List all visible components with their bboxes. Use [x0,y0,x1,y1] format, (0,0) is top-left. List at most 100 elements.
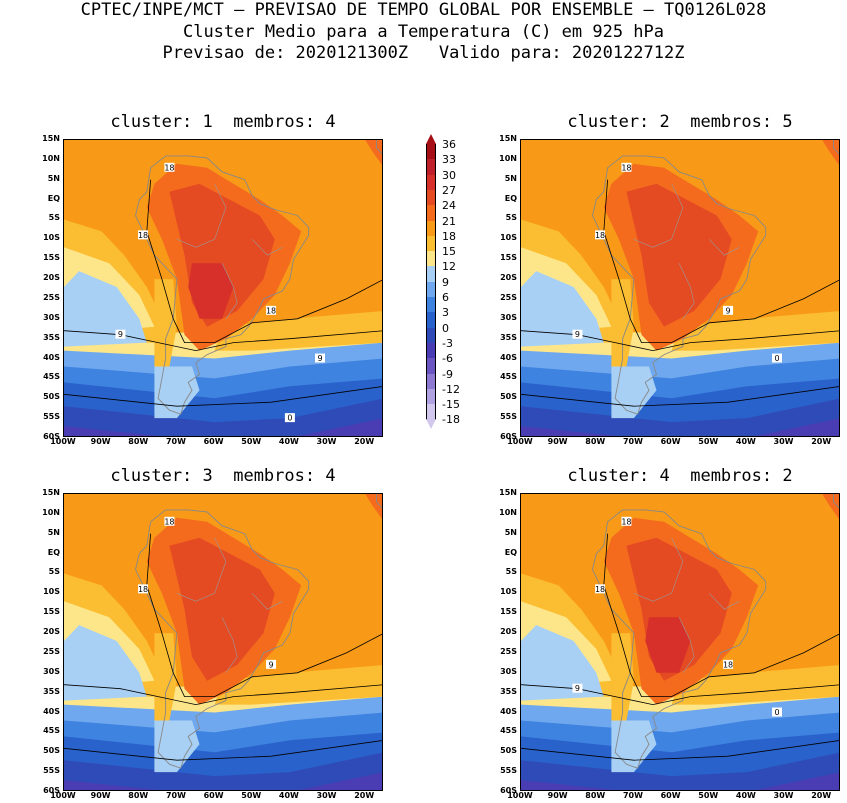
contour-9 [64,684,382,706]
lat-tick-label: 15S [43,607,60,617]
colorbar-label: 33 [442,153,456,167]
lon-tick-label: 20W [354,437,375,446]
colorbar-segment [426,373,436,390]
lat-tick-label: 25S [500,292,517,302]
map-panel-4: 18 18 18 9 0 [520,493,840,791]
lat-tick-label: 10S [500,233,517,243]
contour-label-box [723,659,734,669]
lon-tick-label: 50W [241,791,262,800]
lon-tick-label: 90W [547,791,568,800]
colorbar-segment [426,189,436,206]
lon-tick-label: 20W [811,437,832,446]
lat-tick-label: 50S [43,392,60,402]
lat-tick-label: 50S [500,746,517,756]
africa-coastline [833,494,839,509]
contour-18 [603,533,839,698]
colorbar-segment [426,144,436,160]
border-line [678,263,695,319]
border-line [251,239,283,256]
coastline [135,509,310,769]
colorbar-segment [426,205,436,221]
lat-tick-label: 35S [500,686,517,696]
lat-tick-label: 10N [499,153,517,163]
coastline [592,509,767,769]
lon-tick-label: 80W [585,437,606,446]
colorbar-label: 30 [442,168,456,182]
lon-tick-label: 60W [203,791,224,800]
lat-tick-label: EQ [504,193,517,203]
lat-tick-label: 15N [499,134,517,143]
coastline [135,155,310,415]
lat-tick-label: 45S [43,372,60,382]
border-line [633,537,684,602]
lat-tick-label: 10N [42,153,60,163]
africa-heat [365,140,382,165]
border-line [221,617,238,673]
lat-tick-label: 10S [43,587,60,597]
contour-label: 18 [164,517,174,526]
contour-18 [603,179,839,344]
lat-tick-label: 35S [43,332,60,342]
africa-coastline [376,494,382,509]
contour-label-box [138,230,149,240]
map-panel-2: 18 18 9 9 0 [520,139,840,437]
contour-label: 9 [118,330,123,339]
pacific-12 [64,625,147,701]
band-minus-3 [521,772,839,790]
contour-label: 0 [287,414,292,423]
lat-tick-label: 5N [504,527,517,537]
lon-tick-label: 60W [203,437,224,446]
band-minus-3 [64,418,382,436]
lon-tick-label: 50W [698,437,719,446]
contour-label: 9 [575,684,580,693]
andes-18 [611,633,634,721]
pacific-12 [521,625,604,701]
lat-tick-label: 40S [43,352,60,362]
contour-label-box [723,305,734,315]
lat-tick-label: 5S [505,213,517,223]
lat-tick-label: 10N [42,507,60,517]
lon-tick-label: 80W [128,791,149,800]
contour-label-box [572,683,583,693]
land-30 [645,617,691,673]
colorbar-label: -3 [442,336,453,350]
colorbar-label: -6 [442,352,453,366]
colorbar-label: 27 [442,183,456,197]
lon-tick-label: 80W [585,791,606,800]
lon-tick-label: 100W [507,437,533,446]
pacific-12 [64,271,147,347]
lat-tick-label: 45S [500,726,517,736]
colorbar-label: 0 [442,321,449,335]
contour-label-box [266,659,277,669]
contour-label: 9 [575,330,580,339]
lat-tick-label: 55S [43,412,60,422]
lat-tick-label: 15N [42,134,60,143]
lat-tick-label: 35S [43,686,60,696]
lat-tick-label: 10S [43,233,60,243]
contour-label-box [621,516,632,526]
lon-tick-label: 90W [547,437,568,446]
lat-tick-label: 20S [43,627,60,637]
contour-label-box [164,516,175,526]
header-line-2: Cluster Medio para a Temperatura (C) em … [182,22,665,42]
colorbar-label: 3 [442,306,449,320]
map-panel-1: 18 18 18 9 9 0 [63,139,383,437]
band-minus-3 [64,772,382,790]
lat-tick-label: 15S [500,607,517,617]
lon-tick-label: 40W [278,437,299,446]
lat-tick-label: 25S [500,646,517,656]
contour-label: 0 [774,708,779,717]
lat-tick-label: 20S [500,273,517,283]
colorbar-label: 15 [442,245,456,259]
lat-tick-label: 5N [47,527,60,537]
colorbar-segment [426,297,436,313]
border-line [176,183,227,248]
lat-tick-label: 40S [500,352,517,362]
map-svg: 18 18 9 9 0 [521,140,839,436]
band-minus-3 [521,418,839,436]
contour-label: 18 [164,163,174,172]
colorbar-segment [426,312,436,329]
colorbar-label: -9 [442,367,453,381]
colorbar-label: 9 [442,275,449,289]
lon-tick-label: 70W [165,791,186,800]
